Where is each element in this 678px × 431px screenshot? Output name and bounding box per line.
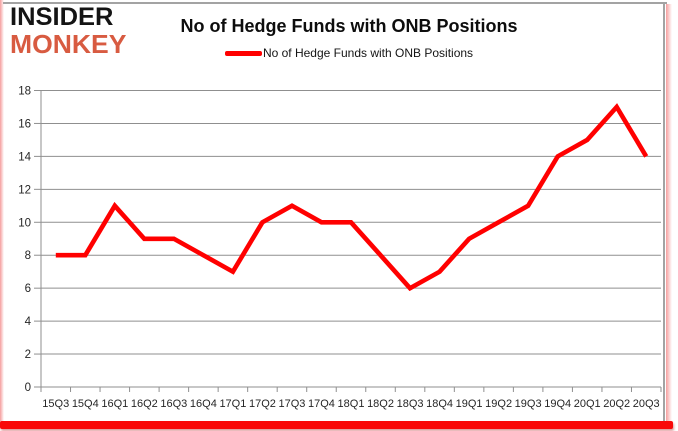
x-axis-label: 19Q1 — [456, 398, 483, 410]
x-axis-label: 16Q1 — [101, 398, 128, 410]
frame-left-edge — [0, 0, 4, 423]
y-axis-label: 18 — [18, 86, 31, 98]
x-axis-label: 19Q3 — [515, 398, 542, 410]
x-axis-label: 15Q4 — [72, 398, 99, 410]
legend-label: No of Hedge Funds with ONB Positions — [262, 46, 474, 60]
logo-text-monkey: MONKEY — [10, 29, 127, 59]
x-axis-label: 16Q2 — [131, 398, 158, 410]
y-axis-label: 14 — [18, 151, 31, 163]
legend-line-swatch — [224, 50, 262, 56]
y-axis-label: 12 — [18, 184, 31, 196]
frame-right-border — [663, 2, 665, 421]
legend: No of Hedge Funds with ONB Positions — [20, 46, 678, 60]
x-axis-label: 18Q2 — [367, 398, 394, 410]
x-axis-label: 20Q3 — [633, 398, 660, 410]
frame-top-border — [3, 2, 667, 4]
bottom-red-bar — [0, 421, 673, 429]
x-axis-label: 18Q1 — [338, 398, 365, 410]
x-axis-label: 15Q3 — [42, 398, 69, 410]
y-axis-label: 8 — [25, 250, 31, 262]
x-axis-label: 17Q1 — [219, 398, 246, 410]
y-axis-label: 2 — [25, 349, 31, 361]
x-axis-label: 17Q3 — [278, 398, 305, 410]
x-axis-label: 17Q4 — [308, 398, 335, 410]
x-axis-label: 20Q1 — [574, 398, 601, 410]
logo-text-insider: INSIDER — [10, 3, 114, 31]
x-axis-label: 18Q3 — [397, 398, 424, 410]
chart-header: No of Hedge Funds with ONB Positions No … — [0, 16, 678, 60]
x-axis-label: 19Q4 — [544, 398, 571, 410]
x-axis-label: 17Q2 — [249, 398, 276, 410]
insider-monkey-logo: INSIDER MONKEY — [10, 3, 127, 59]
series-line — [55, 103, 649, 292]
x-axis-label: 20Q2 — [603, 398, 630, 410]
y-axis-label: 6 — [25, 283, 31, 295]
y-axis-label: 16 — [18, 118, 31, 130]
y-axis-label: 0 — [25, 382, 31, 394]
x-axis-label: 16Q3 — [160, 398, 187, 410]
x-axis-label: 19Q2 — [485, 398, 512, 410]
y-axis-label: 4 — [25, 316, 32, 328]
frame-right-glow — [666, 4, 672, 421]
chart-title: No of Hedge Funds with ONB Positions — [180, 16, 518, 36]
x-axis-label: 16Q4 — [190, 398, 217, 410]
x-axis-label: 18Q4 — [426, 398, 453, 410]
y-axis-label: 10 — [18, 217, 31, 229]
